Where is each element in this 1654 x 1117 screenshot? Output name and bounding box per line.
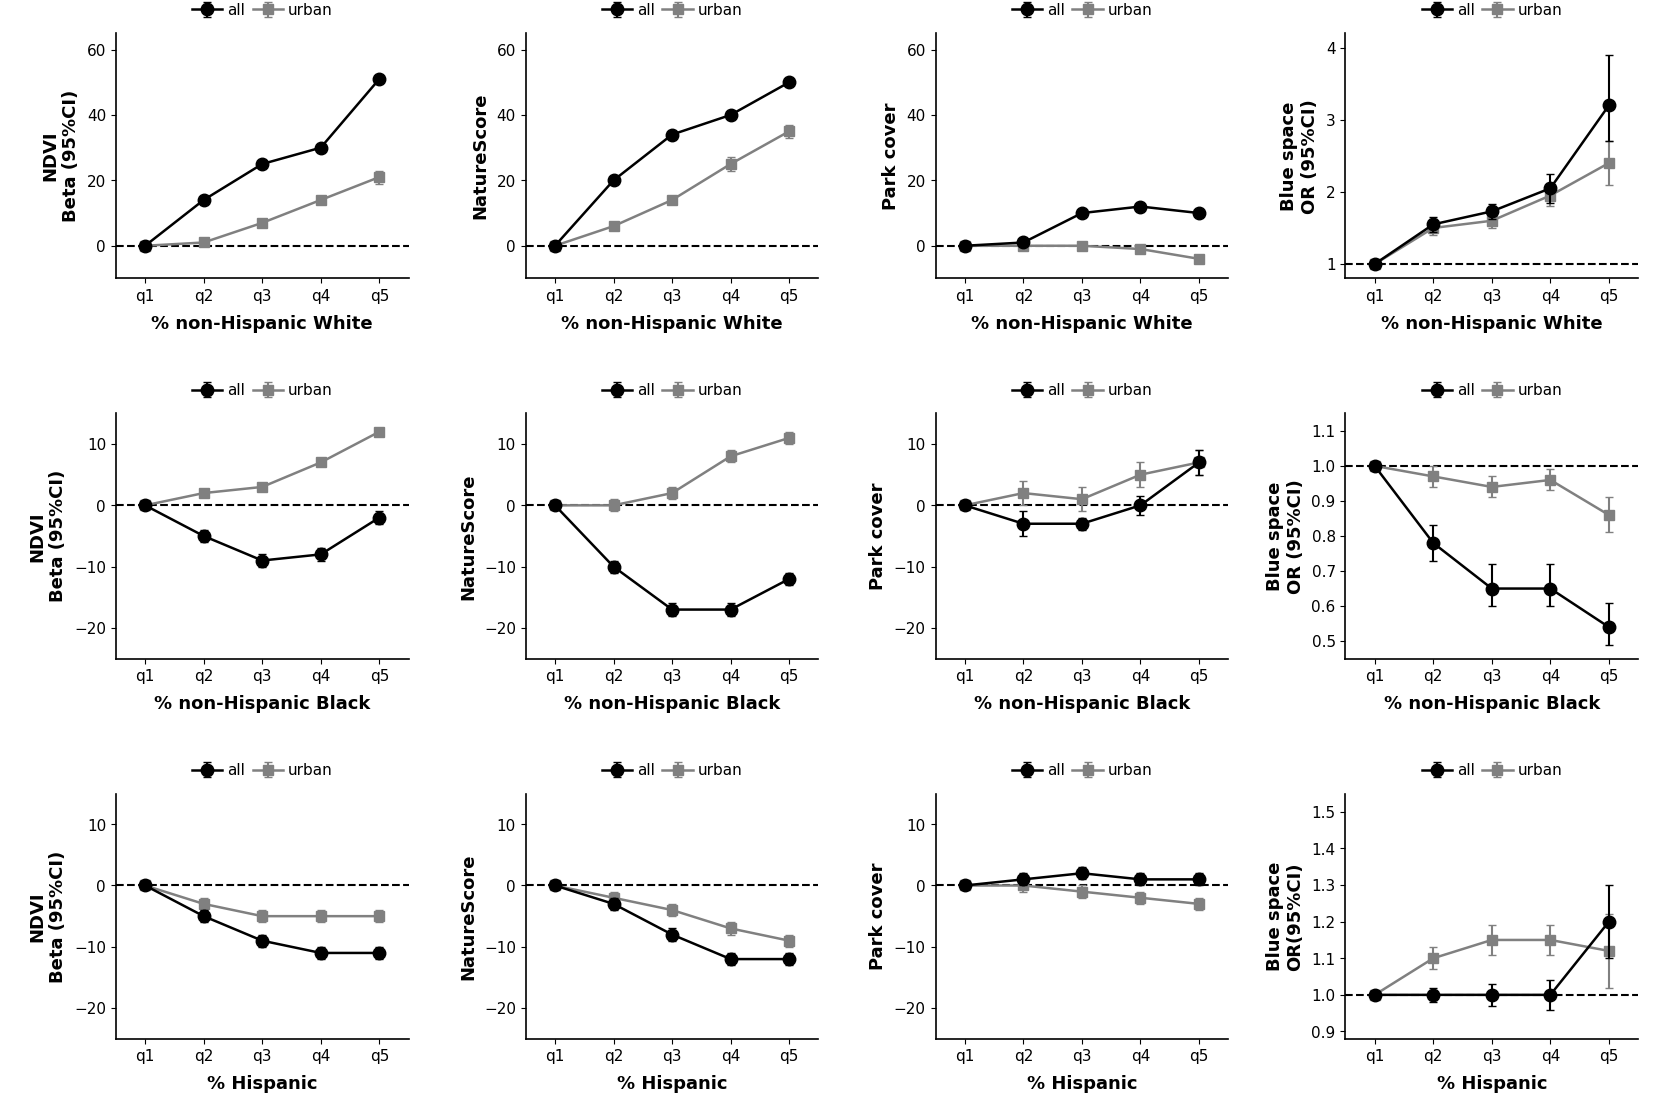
Y-axis label: Blue space
OR (95%CI): Blue space OR (95%CI) <box>1280 98 1318 213</box>
Y-axis label: Park cover: Park cover <box>868 862 887 970</box>
Legend: all, urban: all, urban <box>1414 378 1568 404</box>
Y-axis label: Park cover: Park cover <box>868 483 887 590</box>
Legend: all, urban: all, urban <box>1006 757 1158 784</box>
X-axis label: % Hispanic: % Hispanic <box>1025 1075 1136 1092</box>
Y-axis label: NatureScore: NatureScore <box>458 472 476 600</box>
Y-axis label: Blue space
OR (95%CI): Blue space OR (95%CI) <box>1265 479 1303 593</box>
Y-axis label: NDVI
Beta (95%CI): NDVI Beta (95%CI) <box>28 470 68 602</box>
X-axis label: % Hispanic: % Hispanic <box>207 1075 318 1092</box>
Y-axis label: NDVI
Beta (95%CI): NDVI Beta (95%CI) <box>28 850 68 982</box>
X-axis label: % Hispanic: % Hispanic <box>1436 1075 1546 1092</box>
X-axis label: % non-Hispanic White: % non-Hispanic White <box>971 315 1193 333</box>
X-axis label: % non-Hispanic White: % non-Hispanic White <box>1381 315 1603 333</box>
X-axis label: % non-Hispanic Black: % non-Hispanic Black <box>1383 695 1599 713</box>
Legend: all, urban: all, urban <box>1006 0 1158 25</box>
Y-axis label: Blue space
OR(95%CI): Blue space OR(95%CI) <box>1265 861 1303 971</box>
X-axis label: % non-Hispanic White: % non-Hispanic White <box>561 315 782 333</box>
Legend: all, urban: all, urban <box>595 0 748 25</box>
Y-axis label: NatureScore: NatureScore <box>471 93 490 219</box>
Legend: all, urban: all, urban <box>595 378 748 404</box>
X-axis label: % Hispanic: % Hispanic <box>617 1075 728 1092</box>
Legend: all, urban: all, urban <box>1414 757 1568 784</box>
X-axis label: % non-Hispanic Black: % non-Hispanic Black <box>973 695 1189 713</box>
X-axis label: % non-Hispanic Black: % non-Hispanic Black <box>154 695 370 713</box>
Legend: all, urban: all, urban <box>595 757 748 784</box>
Y-axis label: Park cover: Park cover <box>882 103 900 210</box>
Y-axis label: NatureScore: NatureScore <box>458 853 476 980</box>
Legend: all, urban: all, urban <box>185 0 339 25</box>
Legend: all, urban: all, urban <box>185 757 339 784</box>
Legend: all, urban: all, urban <box>1414 0 1568 25</box>
Legend: all, urban: all, urban <box>185 378 339 404</box>
X-axis label: % non-Hispanic Black: % non-Hispanic Black <box>564 695 781 713</box>
Legend: all, urban: all, urban <box>1006 378 1158 404</box>
Y-axis label: NDVI
Beta (95%CI): NDVI Beta (95%CI) <box>41 90 79 222</box>
X-axis label: % non-Hispanic White: % non-Hispanic White <box>151 315 372 333</box>
